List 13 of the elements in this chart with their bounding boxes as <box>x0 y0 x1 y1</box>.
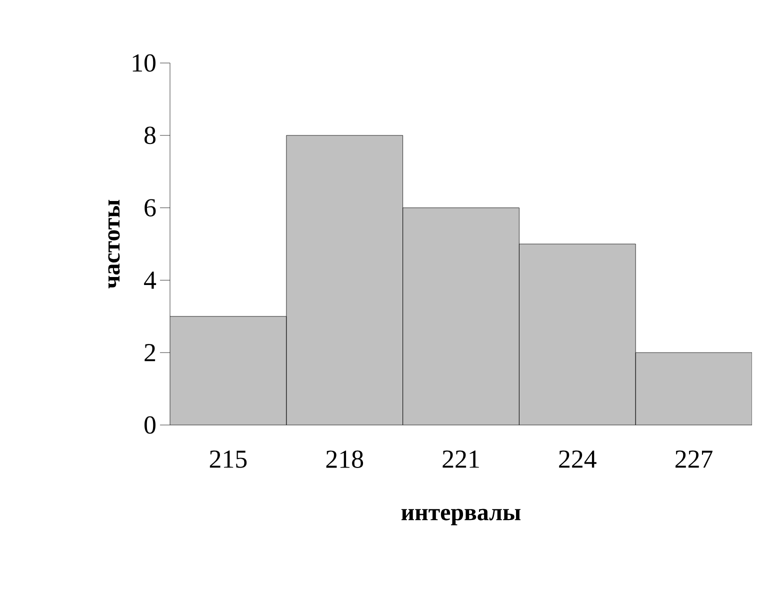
y-tick-label: 2 <box>144 344 156 362</box>
y-tick-label: 8 <box>144 126 156 144</box>
y-axis-title: частоты <box>108 200 120 288</box>
x-tick-label: 218 <box>326 450 364 468</box>
x-tick-label: 215 <box>210 450 247 468</box>
x-tick-label: 227 <box>676 450 712 468</box>
x-tick-label: 221 <box>442 450 479 468</box>
y-tick-label: 0 <box>144 416 156 434</box>
x-axis-title: интервалы <box>401 508 521 526</box>
y-tick-label: 10 <box>132 54 156 72</box>
y-tick-label: 4 <box>144 272 156 289</box>
x-tick-label: 224 <box>559 450 596 468</box>
y-tick-label: 6 <box>144 199 156 216</box>
